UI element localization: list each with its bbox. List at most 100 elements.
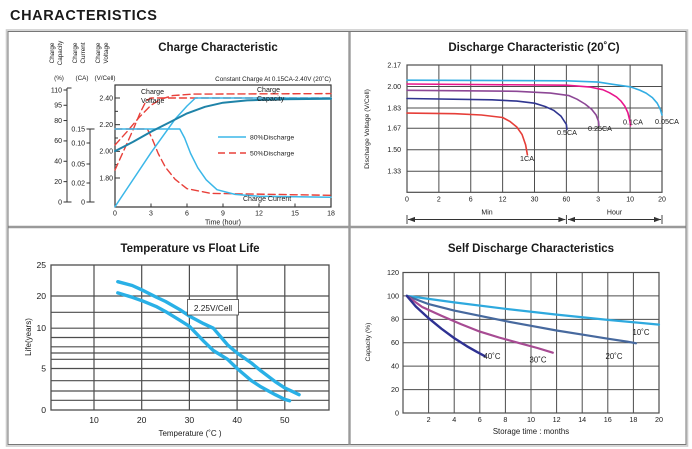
tick-label: 25 [36, 260, 46, 270]
voltage-axis-unit: (V/Cell) [95, 75, 116, 82]
series-line [406, 97, 568, 131]
charge-legend: 80%Discharge 50%Discharge [218, 135, 294, 158]
label-0-25ca: 0.25CA [588, 124, 612, 133]
tick-label: 0.15 [71, 126, 85, 133]
voltage-axis-title-word1: Charge [95, 42, 102, 63]
capacity-axis-title-word1: Charge [49, 42, 56, 63]
tick-label: 0 [41, 405, 46, 415]
tick-label: 10 [36, 323, 46, 333]
series-line [114, 97, 332, 171]
tick-label: 2 [427, 415, 431, 424]
tick-label: 12 [499, 197, 507, 204]
tick-label: 20 [391, 385, 399, 394]
self-discharge-grid: 2 4 6 8 10 12 14 16 18 20 120 100 80 60 40 20 0 [387, 268, 663, 424]
tick-label: 0.10 [71, 140, 85, 147]
tick-label: 0 [395, 408, 399, 417]
self-discharge-curves [405, 294, 661, 358]
tick-label: 10 [626, 197, 634, 204]
tick-label: 1.50 [387, 147, 401, 154]
tick-label: 14 [578, 415, 586, 424]
float-life-chart-title: Temperature vs Float Life [120, 243, 259, 255]
tick-label: 1.33 [387, 169, 401, 176]
tick-label: 40 [54, 159, 62, 166]
discharge-chart-title: Discharge Characteristic (20˚C) [448, 42, 619, 54]
tick-label: 120 [387, 268, 399, 277]
charge-grid: 0 3 6 9 12 15 18 110 95 80 60 40 20 0 0.15 0.10 0.05 0.02… [51, 84, 335, 218]
tick-label: 0 [58, 199, 62, 206]
tick-label: 40 [391, 362, 399, 371]
capacity-axis-unit: (%) [54, 75, 64, 82]
tick-label: 0 [405, 197, 409, 204]
panel-inner-border [7, 31, 687, 445]
tick-label: 2.20 [99, 122, 113, 129]
charge-chart-title: Charge Characteristic [158, 42, 278, 54]
series-line [406, 83, 632, 127]
tick-label: 6 [478, 415, 482, 424]
tick-label: 10 [89, 415, 99, 425]
series-line [405, 294, 487, 358]
tick-label: 110 [51, 87, 62, 94]
label-10c: 10˚C [633, 328, 650, 337]
annotation-charge-capacity-line1: Charge [257, 87, 280, 94]
series-line [114, 92, 332, 146]
tick-label: 60 [391, 338, 399, 347]
charge-curves [114, 92, 332, 208]
discharge-yaxis-title: Discharge Voltage (V/Cell) [364, 89, 371, 169]
discharge-grid: 2.17 2.00 1.83 1.67 1.50 1.33 0 2 6 12 30 60 3 10 20 [387, 62, 666, 203]
tick-label: 3 [149, 211, 153, 218]
series-line [406, 112, 529, 156]
label-20c: 20˚C [606, 352, 623, 361]
tick-label: 2 [437, 197, 441, 204]
series-line [405, 294, 554, 354]
tick-label: 20 [658, 197, 666, 204]
current-axis-title-word2: Current [80, 42, 87, 63]
series-line [405, 294, 638, 345]
tick-label: 5 [41, 364, 46, 374]
tick-label: 0 [81, 199, 85, 206]
tick-label: 40 [232, 415, 242, 425]
chart-discharge-characteristic: 2.17 2.00 1.83 1.67 1.50 1.33 0 2 6 12 30 60 3 10 20 D… [364, 42, 679, 224]
annotation-charge-voltage-line2: Voltage [141, 98, 164, 105]
tick-label: 80 [54, 118, 62, 125]
tick-label: 95 [54, 103, 62, 110]
tick-label: 12 [553, 415, 561, 424]
tick-label: 10 [527, 415, 535, 424]
label-0-5ca: 0.5CA [557, 128, 577, 137]
min-hour-axis-brackets [406, 215, 663, 224]
tick-label: 0.02 [71, 180, 85, 187]
annotation-225v-cell: 2.25V/Cell [194, 303, 232, 313]
tick-label: 12 [255, 211, 263, 218]
self-discharge-xaxis-title: Storage time : months [493, 427, 569, 436]
float-life-yaxis-title: Life(years) [24, 318, 33, 356]
annotation-box [187, 299, 239, 316]
tick-label: 2.40 [99, 95, 113, 102]
chart-charge-characteristic: 0 3 6 9 12 15 18 110 95 80 60 40 20 0 0.15 0.10 0.05 0.02… [49, 40, 335, 227]
annotation-charge-current: Charge Current [243, 196, 291, 203]
tick-label: 80 [391, 315, 399, 324]
tick-label: 1.83 [387, 105, 401, 112]
tick-label: 20 [36, 291, 46, 301]
series-line [114, 128, 332, 199]
self-discharge-chart-title: Self Discharge Characteristics [448, 243, 614, 255]
tick-label: 100 [387, 291, 399, 300]
tick-label: 50 [280, 415, 290, 425]
panel-outer-border [5, 29, 689, 447]
label-1ca: 1CA [520, 154, 534, 163]
page-title: CHARACTERISTICS [10, 8, 158, 24]
tick-label: 20 [655, 415, 663, 424]
series-line [406, 89, 600, 127]
tick-label: 60 [562, 197, 570, 204]
tick-label: 16 [604, 415, 612, 424]
tick-label: 0.05 [71, 161, 85, 168]
series-line [114, 97, 332, 208]
tick-label: 30 [531, 197, 539, 204]
min-right-arrow [558, 216, 566, 223]
tick-label: 15 [291, 211, 299, 218]
tick-label: 1.80 [99, 175, 113, 182]
tick-label: 20 [137, 415, 147, 425]
tick-label: 8 [503, 415, 507, 424]
